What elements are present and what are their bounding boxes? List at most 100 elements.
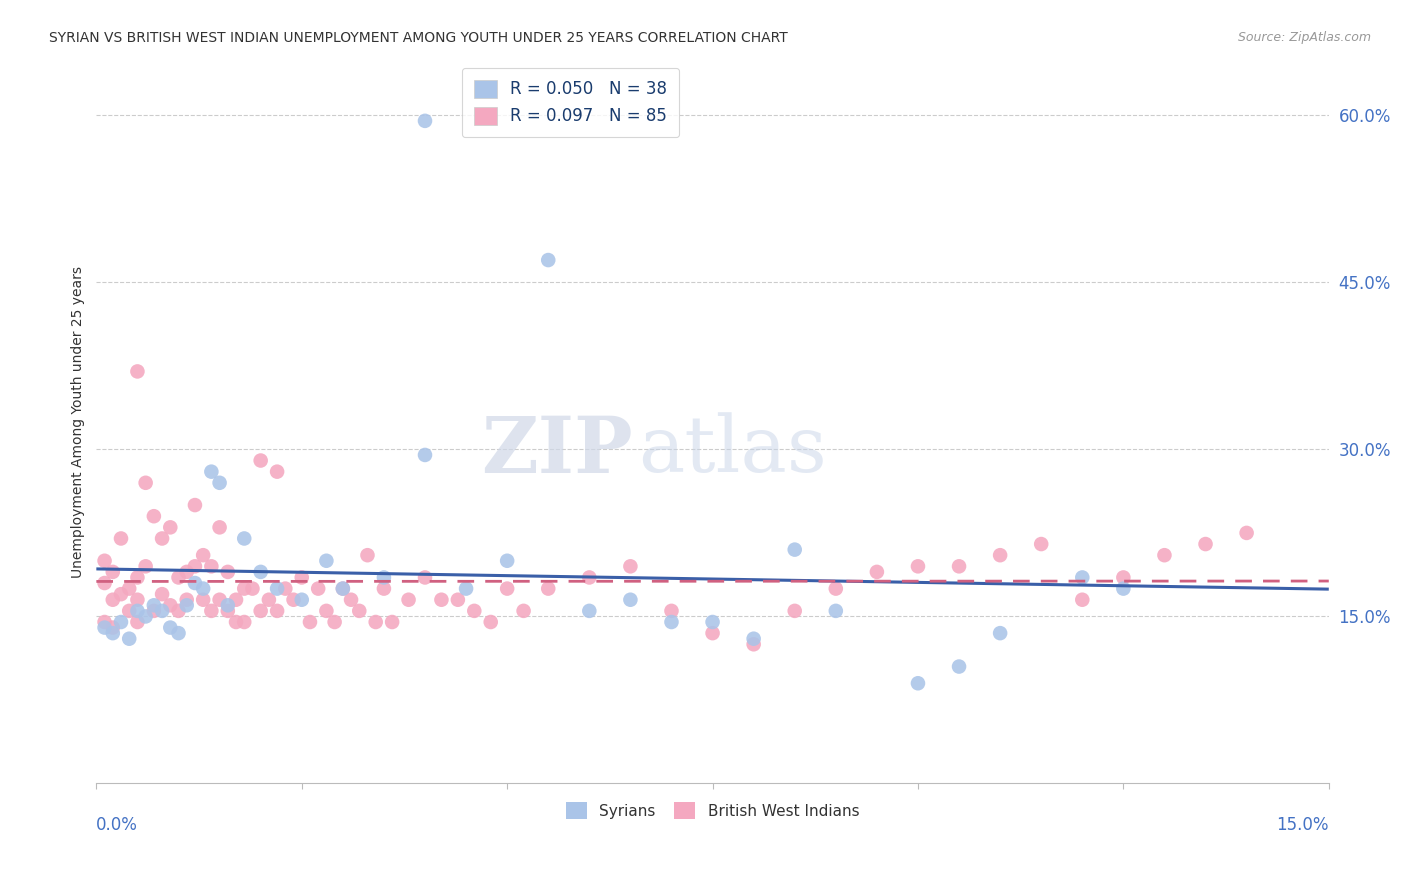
Point	[101, 621, 124, 635]
Point	[413, 570, 436, 584]
Point	[742, 637, 765, 651]
Point	[1031, 537, 1053, 551]
Point	[167, 626, 190, 640]
Point	[307, 582, 329, 596]
Point	[1071, 570, 1094, 584]
Point	[907, 559, 929, 574]
Point	[537, 582, 560, 596]
Point	[217, 599, 239, 613]
Point	[184, 498, 207, 512]
Y-axis label: Unemployment Among Youth under 25 years: Unemployment Among Youth under 25 years	[72, 266, 86, 577]
Point	[413, 113, 436, 128]
Point	[512, 604, 534, 618]
Point	[1071, 592, 1094, 607]
Point	[191, 582, 214, 596]
Point	[702, 626, 724, 640]
Point	[373, 570, 395, 584]
Point	[118, 632, 141, 646]
Point	[142, 604, 165, 618]
Point	[135, 559, 157, 574]
Text: Source: ZipAtlas.com: Source: ZipAtlas.com	[1237, 31, 1371, 45]
Point	[266, 465, 288, 479]
Point	[824, 582, 846, 596]
Point	[447, 592, 470, 607]
Point	[127, 570, 149, 584]
Point	[217, 604, 239, 618]
Point	[257, 592, 280, 607]
Point	[127, 364, 149, 378]
Point	[274, 582, 297, 596]
Point	[364, 615, 387, 629]
Point	[159, 599, 181, 613]
Point	[191, 548, 214, 562]
Point	[537, 253, 560, 268]
Point	[217, 565, 239, 579]
Point	[1236, 525, 1258, 540]
Point	[150, 532, 173, 546]
Point	[619, 559, 641, 574]
Point	[661, 604, 683, 618]
Point	[413, 448, 436, 462]
Point	[381, 615, 404, 629]
Point	[167, 604, 190, 618]
Point	[167, 570, 190, 584]
Point	[159, 621, 181, 635]
Point	[135, 475, 157, 490]
Point	[578, 604, 600, 618]
Point	[101, 626, 124, 640]
Point	[1112, 582, 1135, 596]
Point	[150, 587, 173, 601]
Point	[233, 615, 256, 629]
Point	[496, 582, 519, 596]
Legend: Syrians, British West Indians: Syrians, British West Indians	[558, 795, 868, 827]
Point	[578, 570, 600, 584]
Point	[948, 559, 970, 574]
Text: 0.0%: 0.0%	[97, 816, 138, 834]
Point	[948, 659, 970, 673]
Point	[110, 615, 132, 629]
Point	[1153, 548, 1175, 562]
Point	[907, 676, 929, 690]
Point	[101, 592, 124, 607]
Point	[233, 582, 256, 596]
Point	[176, 565, 198, 579]
Point	[127, 592, 149, 607]
Point	[110, 532, 132, 546]
Point	[266, 604, 288, 618]
Point	[135, 609, 157, 624]
Point	[283, 592, 305, 607]
Point	[242, 582, 264, 596]
Point	[200, 559, 222, 574]
Point	[430, 592, 453, 607]
Point	[463, 604, 485, 618]
Point	[159, 520, 181, 534]
Point	[702, 615, 724, 629]
Point	[266, 582, 288, 596]
Point	[496, 554, 519, 568]
Point	[454, 582, 477, 596]
Point	[191, 592, 214, 607]
Text: atlas: atlas	[638, 413, 827, 489]
Point	[208, 592, 231, 607]
Point	[783, 604, 806, 618]
Point	[373, 582, 395, 596]
Point	[988, 626, 1011, 640]
Point	[93, 621, 115, 635]
Point	[1112, 570, 1135, 584]
Point	[225, 615, 247, 629]
Point	[298, 615, 321, 629]
Point	[315, 554, 337, 568]
Text: SYRIAN VS BRITISH WEST INDIAN UNEMPLOYMENT AMONG YOUTH UNDER 25 YEARS CORRELATIO: SYRIAN VS BRITISH WEST INDIAN UNEMPLOYME…	[49, 31, 787, 45]
Point	[208, 475, 231, 490]
Point	[340, 592, 363, 607]
Point	[127, 604, 149, 618]
Point	[200, 604, 222, 618]
Point	[93, 615, 115, 629]
Point	[291, 570, 314, 584]
Point	[291, 592, 314, 607]
Point	[988, 548, 1011, 562]
Point	[93, 576, 115, 591]
Point	[176, 592, 198, 607]
Point	[783, 542, 806, 557]
Point	[824, 604, 846, 618]
